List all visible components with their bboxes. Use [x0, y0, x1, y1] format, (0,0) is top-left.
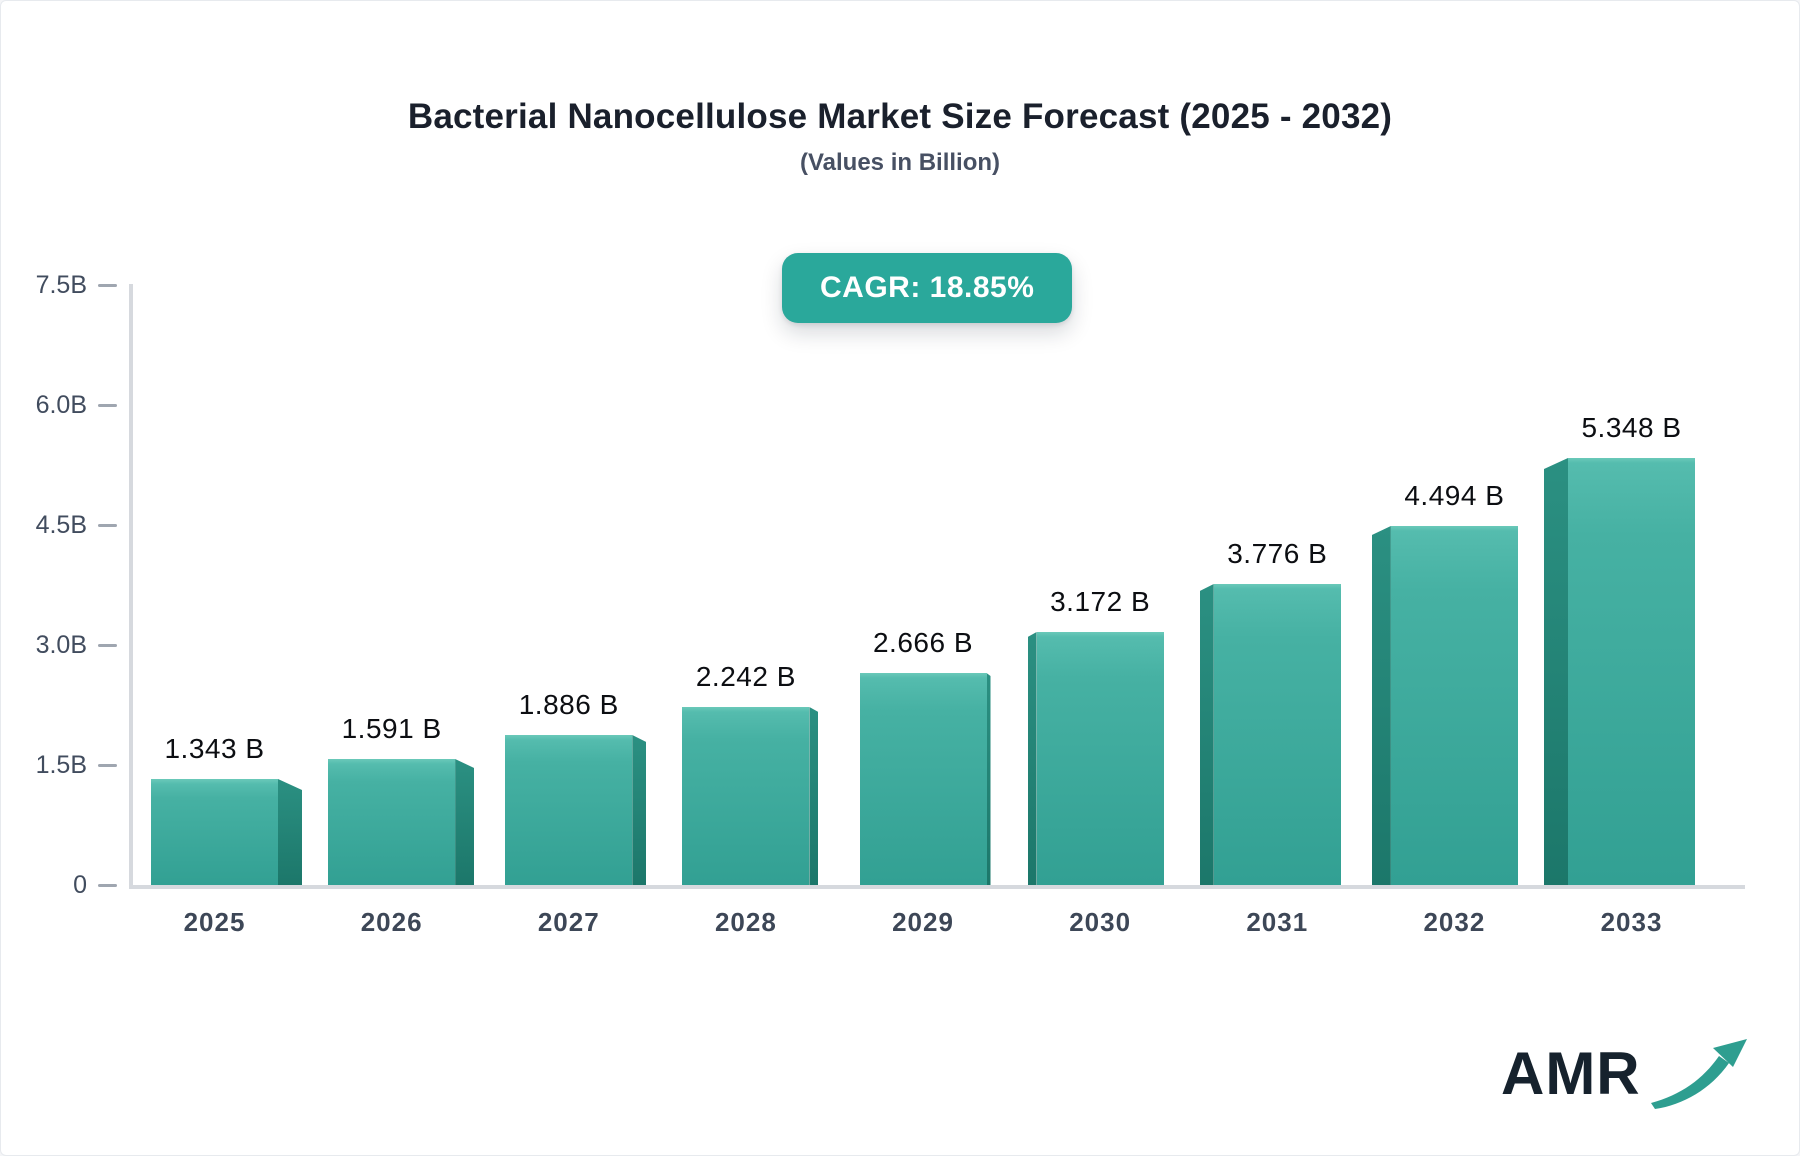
bar-value-label: 1.591 B — [341, 713, 442, 744]
bar-2033 — [1568, 458, 1695, 885]
amr-logo: AMR — [1501, 1033, 1751, 1117]
bar-2027 — [505, 735, 633, 885]
x-tick-label-2030: 2030 — [1069, 907, 1132, 937]
x-tick-label-2029: 2029 — [892, 907, 954, 937]
bar-value-label: 1.886 B — [518, 689, 619, 720]
bar-2031 — [1213, 584, 1341, 885]
bar-side-2026 — [455, 759, 475, 885]
bar-2030 — [1036, 632, 1164, 885]
y-tick-label: 7.5B — [35, 271, 87, 299]
bar-2025 — [151, 779, 278, 885]
y-tick-label: 4.5B — [35, 511, 87, 539]
y-tick-label: 6.0B — [35, 391, 87, 419]
x-tick-label-2031: 2031 — [1246, 907, 1309, 937]
bar-value-label: 2.666 B — [872, 627, 974, 658]
cagr-badge-label: CAGR: 18.85% — [820, 271, 1035, 304]
cagr-badge: CAGR: 18.85% — [782, 253, 1073, 323]
x-tick-label-2025: 2025 — [183, 907, 246, 937]
bar-value-label: 1.343 B — [164, 733, 265, 764]
y-tick-dash — [98, 764, 117, 767]
bar-value-label: 3.776 B — [1227, 538, 1328, 569]
bar-value-label: 3.172 B — [1050, 586, 1151, 617]
y-tick-label: 1.5B — [35, 751, 87, 779]
x-tick-label-2027: 2027 — [537, 907, 600, 937]
bar-value-label: 5.348 B — [1581, 412, 1682, 443]
x-tick-label-2026: 2026 — [360, 907, 423, 937]
y-tick-dash — [98, 404, 117, 407]
bar-side-2031 — [1199, 584, 1214, 885]
growth-arrow-icon — [1651, 1039, 1747, 1109]
y-tick-dash — [98, 644, 117, 647]
chart-title: Bacterial Nanocellulose Market Size Fore… — [407, 97, 1393, 136]
y-tick-label: 0 — [73, 871, 87, 899]
chart-subtitle: (Values in Billion) — [799, 149, 1001, 176]
bar-2028 — [682, 707, 810, 885]
bar-side-2029 — [986, 673, 991, 885]
bar-side-2027 — [632, 735, 647, 885]
x-tick-label-2032: 2032 — [1423, 907, 1486, 937]
amr-logo-text: AMR — [1501, 1040, 1641, 1107]
bar-side-2033 — [1544, 458, 1568, 885]
bar-value-label: 2.242 B — [695, 661, 796, 692]
y-tick-label: 3.0B — [35, 631, 87, 659]
x-tick-label-2028: 2028 — [714, 907, 777, 937]
bar-side-2032 — [1371, 526, 1391, 885]
bar-side-2025 — [278, 779, 302, 885]
bar-2026 — [328, 759, 456, 885]
y-tick-dash — [98, 284, 117, 287]
bar-2032 — [1390, 526, 1518, 885]
y-tick-dash — [98, 884, 117, 887]
bar-2029 — [859, 673, 987, 885]
x-axis-line — [129, 885, 1745, 889]
x-tick-label-2033: 2033 — [1600, 907, 1663, 937]
y-tick-dash — [98, 524, 117, 527]
bar-side-2028 — [809, 707, 819, 885]
bar-side-2030 — [1027, 632, 1037, 885]
y-axis-line — [129, 284, 133, 889]
bar-value-label: 4.494 B — [1404, 480, 1505, 511]
